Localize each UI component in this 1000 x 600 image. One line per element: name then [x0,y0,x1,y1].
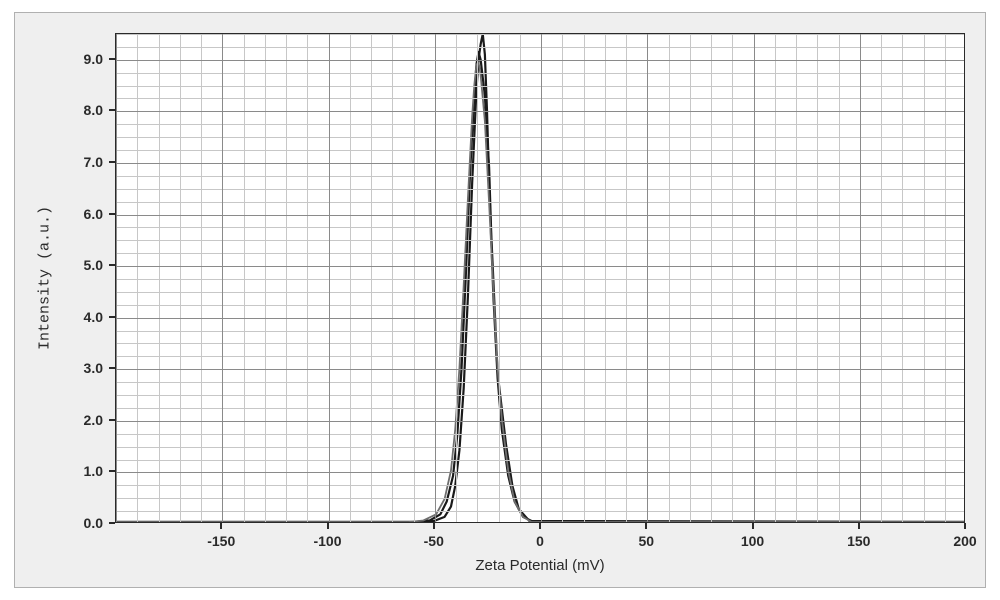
y-tick-label: 0.0 [84,515,103,531]
y-tick-label: 4.0 [84,309,103,325]
chart-panel: Zeta Potential (mV) Intensity (a.u.) -15… [14,12,986,588]
y-tick-label: 8.0 [84,102,103,118]
y-tick-label: 5.0 [84,257,103,273]
x-tick-label: 100 [741,533,764,549]
y-tick-label: 7.0 [84,154,103,170]
y-tick-label: 3.0 [84,360,103,376]
y-tick-label: 6.0 [84,206,103,222]
y-tick-label: 9.0 [84,51,103,67]
x-tick-label: -100 [313,533,341,549]
plot-area [115,33,965,523]
x-tick-label: 200 [953,533,976,549]
y-axis-title: Intensity (a.u.) [37,206,54,350]
x-tick-label: 150 [847,533,870,549]
y-tick-label: 1.0 [84,463,103,479]
x-tick-label: 0 [536,533,544,549]
x-tick-label: -50 [424,533,444,549]
x-axis-title: Zeta Potential (mV) [475,557,604,574]
x-tick-label: -150 [207,533,235,549]
x-tick-label: 50 [638,533,654,549]
y-tick-label: 2.0 [84,412,103,428]
